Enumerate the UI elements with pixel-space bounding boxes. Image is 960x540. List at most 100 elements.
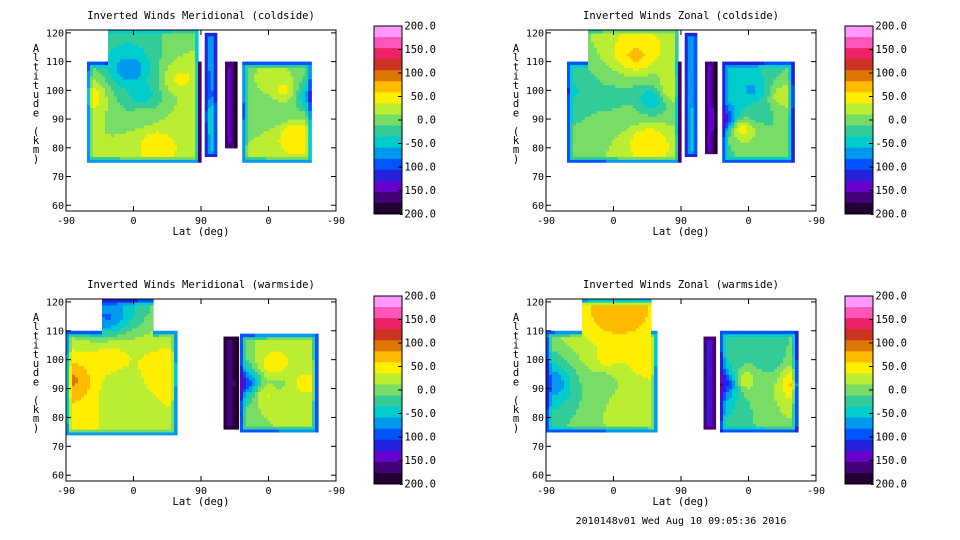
colorbar-tick-label: 200.0: [875, 21, 907, 33]
y-tick-label: 110: [46, 57, 64, 68]
chart-title: Inverted Winds Zonal (warmside): [583, 279, 779, 291]
x-tick-label: -90: [57, 486, 75, 497]
x-tick-label: 0: [745, 486, 751, 497]
colorbar-band: [845, 180, 873, 193]
chart-panel-4: Inverted Winds Zonal (warmside) -90 0 90 0 -9…: [513, 279, 907, 508]
x-tick-label: 0: [265, 216, 271, 227]
colorbar-band: [374, 373, 402, 385]
x-tick-label: 90: [195, 216, 207, 227]
colorbar-tick-label: 0.0: [888, 385, 907, 397]
colorbar-tick-label: 0.0: [417, 385, 436, 397]
colorbar-band: [374, 158, 402, 171]
colorbar-tick-label: -150.0: [869, 185, 907, 197]
colorbar-band: [374, 384, 402, 397]
y-tick-label: 90: [532, 384, 544, 395]
wind-region-a: [546, 299, 658, 433]
x-tick-label: 90: [195, 486, 207, 497]
colorbar-tick-label: 50.0: [411, 361, 436, 373]
colorbar-band: [374, 362, 402, 374]
x-tick-label: -90: [327, 216, 345, 227]
colorbar-band: [374, 406, 402, 419]
wind-region-a: [567, 30, 682, 163]
colorbar-band: [374, 296, 402, 308]
colorbar-band: [845, 329, 873, 341]
colorbar-band: [374, 202, 402, 215]
y-tick-label: 120: [46, 28, 64, 39]
colorbar-band: [374, 114, 402, 127]
colorbar-tick-label: 100.0: [404, 68, 436, 80]
colorbar-band: [845, 37, 873, 49]
x-tick-label: 0: [130, 486, 136, 497]
colorbar-tick-label: -100.0: [869, 432, 907, 444]
colorbar-tick-label: 0.0: [888, 115, 907, 127]
wind-region-b: [684, 32, 698, 158]
contour-field: [567, 30, 795, 163]
chart-title: Inverted Winds Meridional (warmside): [87, 279, 315, 291]
wind-region-c: [225, 61, 238, 149]
x-tick-label: 0: [610, 486, 616, 497]
y-tick-label: 60: [532, 201, 544, 212]
colorbar-band: [845, 461, 873, 474]
colorbar-band: [845, 296, 873, 308]
colorbar-band: [374, 48, 402, 60]
colorbar-band: [374, 103, 402, 115]
colorbar-tick-label: -200.0: [398, 209, 436, 221]
colorbar-band: [845, 103, 873, 115]
colorbar-band: [845, 136, 873, 149]
wind-region-c: [705, 61, 718, 155]
x-tick-label: 0: [130, 216, 136, 227]
colorbar-band: [374, 307, 402, 319]
colorbar-band: [374, 37, 402, 49]
y-tick-label: 80: [52, 143, 64, 154]
y-tick-label: 70: [52, 172, 64, 183]
chart-title: Inverted Winds Meridional (coldside): [87, 10, 315, 22]
x-tick-label: -90: [807, 216, 825, 227]
colorbar-tick-label: -50.0: [875, 138, 907, 150]
wind-region-a: [87, 30, 202, 163]
x-tick-label: -90: [57, 216, 75, 227]
x-axis-label: Lat (deg): [653, 496, 710, 508]
timestamp-label: 2010148v01 Wed Aug 10 09:05:36 2016: [576, 516, 787, 527]
colorbar-band: [374, 191, 402, 204]
colorbar-tick-label: 150.0: [404, 44, 436, 56]
y-tick-label: 80: [52, 413, 64, 424]
y-tick-label: 120: [526, 297, 544, 308]
y-tick-label: 80: [532, 143, 544, 154]
wind-region-c: [720, 330, 799, 433]
contour-field: [87, 30, 312, 163]
colorbar-band: [845, 158, 873, 171]
colorbar-band: [374, 70, 402, 82]
x-tick-label: 90: [675, 486, 687, 497]
y-tick-label: 100: [526, 355, 544, 366]
colorbar-band: [374, 169, 402, 182]
colorbar: 200.0 150.0 100.0 50.0 0.0 -50.0 -100.0 -150.0 -…: [844, 21, 907, 221]
y-tick-label: 60: [532, 471, 544, 482]
colorbar-band: [845, 417, 873, 430]
colorbar-band: [374, 59, 402, 71]
chart-panel-1: Inverted Winds Meridional (coldside) -90 0…: [33, 10, 436, 238]
colorbar-band: [374, 147, 402, 160]
wind-region-a: [66, 299, 178, 436]
colorbar-band: [845, 307, 873, 319]
colorbar-band: [845, 169, 873, 182]
colorbar-tick-label: -50.0: [404, 138, 436, 150]
y-tick-label: 80: [532, 413, 544, 424]
y-tick-label: 110: [526, 57, 544, 68]
colorbar-band: [374, 340, 402, 352]
x-tick-label: -90: [537, 216, 555, 227]
x-tick-label: 0: [610, 216, 616, 227]
colorbar-band: [374, 136, 402, 149]
y-tick-label: 70: [52, 442, 64, 453]
y-tick-label: 70: [532, 172, 544, 183]
x-axis-label: Lat (deg): [173, 496, 230, 508]
colorbar-tick-label: 150.0: [875, 314, 907, 326]
colorbar-tick-label: 200.0: [404, 291, 436, 303]
colorbar-band: [374, 439, 402, 452]
colorbar-band: [845, 428, 873, 441]
colorbar-band: [374, 395, 402, 408]
colorbar-tick-label: 150.0: [404, 314, 436, 326]
x-tick-label: -90: [537, 486, 555, 497]
colorbar-band: [374, 318, 402, 330]
x-tick-label: -90: [807, 486, 825, 497]
